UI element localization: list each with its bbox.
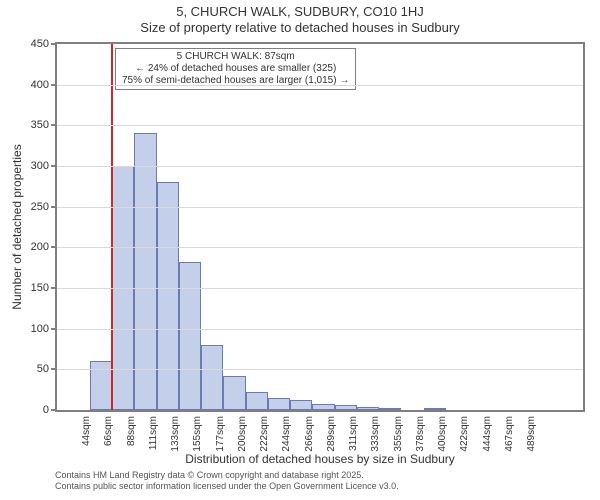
ytick-label: 400 xyxy=(31,79,49,91)
ytick-label: 150 xyxy=(31,282,49,294)
ytick xyxy=(51,409,55,411)
gridline xyxy=(57,329,583,330)
y-axis-label: Number of detached properties xyxy=(10,42,24,412)
xtick-label: 289sqm xyxy=(326,416,337,452)
ytick xyxy=(51,84,55,86)
ytick-label: 350 xyxy=(31,119,49,131)
bar xyxy=(201,345,223,410)
bar xyxy=(223,376,245,410)
ytick xyxy=(51,328,55,330)
xtick-label: 222sqm xyxy=(259,416,270,452)
bar xyxy=(246,392,268,410)
bar xyxy=(179,262,201,410)
gridline xyxy=(57,166,583,167)
xtick-label: 111sqm xyxy=(148,416,159,450)
xtick-label: 400sqm xyxy=(437,416,448,452)
xtick-label: 44sqm xyxy=(81,416,92,446)
xtick-label: 266sqm xyxy=(304,416,315,452)
ytick-label: 100 xyxy=(31,323,49,335)
xtick-label: 311sqm xyxy=(348,416,359,451)
bar xyxy=(268,398,290,410)
bar xyxy=(357,407,379,410)
ytick xyxy=(51,124,55,126)
bar xyxy=(290,400,312,410)
bar xyxy=(335,405,357,410)
marker-line xyxy=(111,44,113,410)
x-axis-label: Distribution of detached houses by size … xyxy=(55,452,585,466)
xtick-label: 66sqm xyxy=(103,416,114,446)
xtick-label: 378sqm xyxy=(415,416,426,452)
ytick xyxy=(51,43,55,45)
chart-title: 5, CHURCH WALK, SUDBURY, CO10 1HJ xyxy=(0,4,600,20)
xtick-label: 88sqm xyxy=(126,416,137,446)
ytick-label: 50 xyxy=(37,363,49,375)
xtick-label: 355sqm xyxy=(393,416,404,452)
ytick-label: 0 xyxy=(43,404,49,416)
ytick xyxy=(51,206,55,208)
bar xyxy=(312,404,334,411)
gridline xyxy=(57,207,583,208)
chart-root: 5, CHURCH WALK, SUDBURY, CO10 1HJ Size o… xyxy=(0,0,600,500)
xtick-label: 244sqm xyxy=(281,416,292,452)
xtick-label: 155sqm xyxy=(192,416,203,452)
plot-area: 5 CHURCH WALK: 87sqm ← 24% of detached h… xyxy=(55,42,585,412)
caption: Contains HM Land Registry data © Crown c… xyxy=(55,470,399,492)
annotation-line1: 5 CHURCH WALK: 87sqm xyxy=(122,51,349,63)
ytick-label: 300 xyxy=(31,160,49,172)
ytick-label: 250 xyxy=(31,201,49,213)
xtick-label: 200sqm xyxy=(237,416,248,452)
annotation-line2: ← 24% of detached houses are smaller (32… xyxy=(122,63,349,75)
xtick-label: 333sqm xyxy=(370,416,381,452)
xtick-label: 133sqm xyxy=(170,416,181,452)
xtick-label: 489sqm xyxy=(526,416,537,452)
caption-line1: Contains HM Land Registry data © Crown c… xyxy=(55,470,364,480)
chart-subtitle: Size of property relative to detached ho… xyxy=(0,20,600,36)
ytick xyxy=(51,287,55,289)
gridline xyxy=(57,247,583,248)
bar xyxy=(157,182,179,410)
bar xyxy=(424,408,446,410)
xtick-label: 422sqm xyxy=(459,416,470,452)
ytick-label: 200 xyxy=(31,241,49,253)
ytick xyxy=(51,368,55,370)
ytick xyxy=(51,246,55,248)
gridline xyxy=(57,85,583,86)
xtick-label: 467sqm xyxy=(504,416,515,452)
gridline xyxy=(57,125,583,126)
caption-line2: Contains public sector information licen… xyxy=(55,481,399,491)
xtick-label: 177sqm xyxy=(215,416,226,452)
gridline xyxy=(57,369,583,370)
ytick xyxy=(51,165,55,167)
bar xyxy=(379,408,401,410)
xtick-label: 444sqm xyxy=(482,416,493,452)
ytick-label: 450 xyxy=(31,38,49,50)
bar-layer xyxy=(57,44,583,410)
gridline xyxy=(57,288,583,289)
